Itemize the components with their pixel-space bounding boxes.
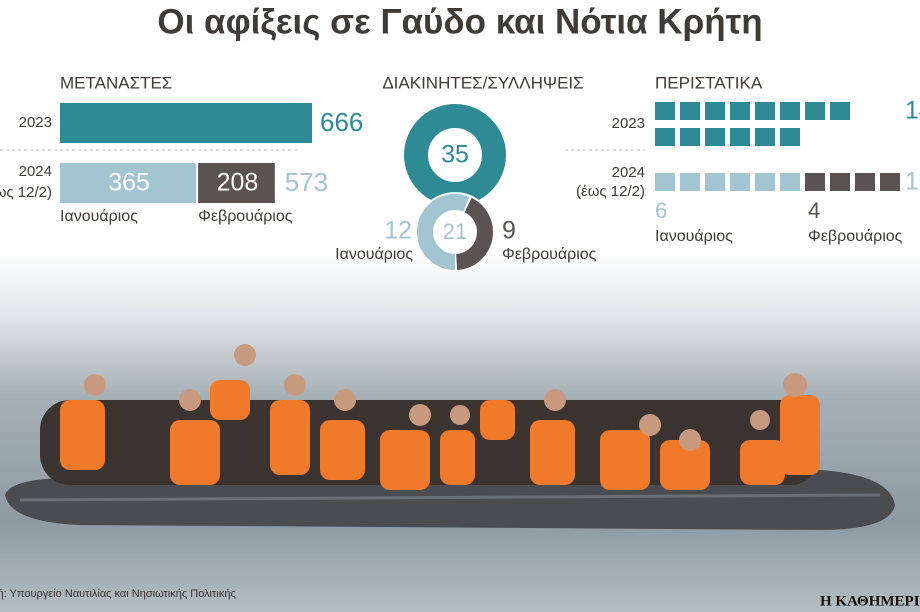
total-label: 14 <box>905 97 920 125</box>
waffle-square <box>730 128 750 146</box>
value-label: 365 <box>108 169 150 197</box>
waffle-square <box>705 173 725 191</box>
legend-label: Φεβρουάριος <box>198 208 293 225</box>
legend-label: Φεβρουάριος <box>502 246 597 263</box>
category-label: 2024 <box>612 164 645 181</box>
waffle-square <box>655 173 675 191</box>
total-label: 35 <box>441 141 469 169</box>
total-label: 666 <box>320 107 363 137</box>
category-label: 2024 <box>19 163 52 180</box>
bar <box>60 103 312 143</box>
donut-segment <box>417 194 493 270</box>
bar <box>198 163 275 203</box>
waffle-square <box>780 128 800 146</box>
waffle-square <box>705 128 725 146</box>
waffle-square <box>805 173 825 191</box>
legend-label: Ιανουάριος <box>60 208 138 225</box>
waffle-segment <box>655 173 800 191</box>
waffle-segment <box>655 102 850 146</box>
waffle-square <box>755 173 775 191</box>
chart-title: ΠΕΡΙΣΤΑΤΙΚΑ <box>655 73 763 92</box>
waffle-square <box>655 128 675 146</box>
category-note: (έως 12/2) <box>0 184 52 201</box>
waffle-square <box>755 128 775 146</box>
value-label: 9 <box>502 217 516 245</box>
waffle-square <box>805 102 825 120</box>
category-label: 2023 <box>19 114 52 131</box>
waffle-square <box>855 173 875 191</box>
legend-label: Ιανουάριος <box>335 246 413 263</box>
value-label: 12 <box>384 217 412 245</box>
bar <box>60 163 197 203</box>
waffle-square <box>880 173 900 191</box>
category-label: 2023 <box>612 115 645 132</box>
total-label: 573 <box>285 167 328 197</box>
boat-photo <box>5 344 895 530</box>
waffle-square <box>730 173 750 191</box>
total-label: 10 <box>905 168 920 196</box>
value-label: 6 <box>655 198 667 223</box>
source: Πηγή: Υπουργείο Ναυτιλίας και Νησιωτικής… <box>0 588 236 600</box>
chart-title: ΔΙΑΚΙΝΗΤΕΣ/ΣΥΛΛΗΨΕΙΣ <box>382 73 583 92</box>
waffle-square <box>680 173 700 191</box>
chart-title: ΜΕΤΑΝΑΣΤΕΣ <box>60 73 172 92</box>
waffle-square <box>780 102 800 120</box>
value-label: 4 <box>808 198 820 223</box>
waffle-square <box>680 102 700 120</box>
waffle-square <box>730 102 750 120</box>
waffle-square <box>755 102 775 120</box>
waffle-square <box>780 173 800 191</box>
value-label: 208 <box>217 169 259 197</box>
donut-segment <box>417 194 493 270</box>
waffle-square <box>680 128 700 146</box>
waffle-square <box>830 173 850 191</box>
waffle-square <box>655 102 675 120</box>
legend-label: Φεβρουάριος <box>808 228 903 245</box>
waffle-segment <box>805 173 900 191</box>
publisher: Η ΚΑΘΗΜΕΡΙΝΗ <box>820 593 920 609</box>
waffle-square <box>830 102 850 120</box>
waffle-square <box>705 102 725 120</box>
title: Οι αφίξεις σε Γαύδο και Νότια Κρήτη <box>157 2 762 41</box>
total-label: 21 <box>443 219 467 244</box>
legend-label: Ιανουάριος <box>655 228 733 245</box>
category-note: (έως 12/2) <box>576 183 645 200</box>
